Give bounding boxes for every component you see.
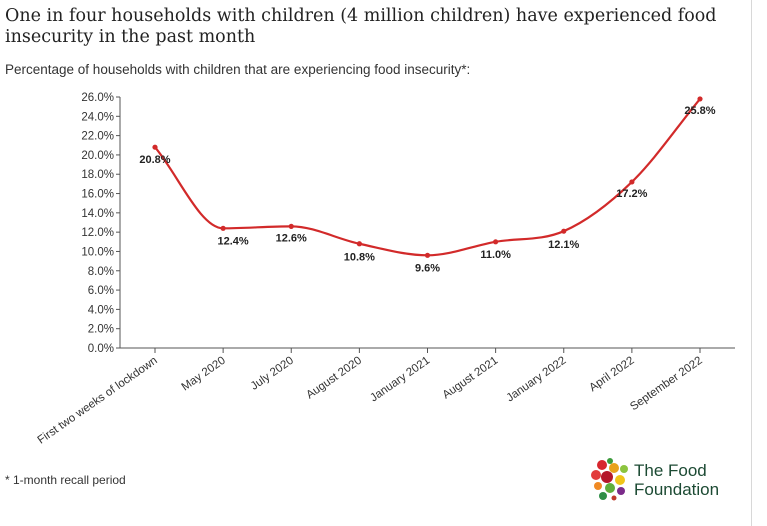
y-tick-label: 10.0% <box>81 246 114 258</box>
x-tick-label: July 2020 <box>249 355 296 393</box>
data-label: 25.8% <box>684 105 715 117</box>
series-line <box>154 98 701 257</box>
food-foundation-logo: The Food Foundation <box>588 455 748 505</box>
x-tick-label: January 2022 <box>504 355 568 405</box>
data-label: 12.6% <box>276 232 307 244</box>
fruit-veg-dots-icon <box>591 458 628 501</box>
x-tick-label: September 2022 <box>628 355 705 414</box>
y-tick-label: 14.0% <box>81 208 114 220</box>
y-tick-label: 18.0% <box>81 169 114 181</box>
x-tick-label: May 2020 <box>180 355 228 394</box>
y-tick-label: 8.0% <box>88 266 114 278</box>
logo-text: The Food Foundation <box>634 461 719 499</box>
chart-subtitle: Percentage of households with children t… <box>5 62 471 77</box>
data-label: 11.0% <box>480 249 511 261</box>
data-point <box>288 223 294 229</box>
chart-title: One in four households with children (4 … <box>5 6 717 47</box>
x-tick-label: April 2022 <box>587 355 636 395</box>
y-tick-label: 16.0% <box>81 189 114 201</box>
data-label: 10.8% <box>344 252 375 264</box>
x-tick-label: First two weeks of lockdown <box>36 355 160 447</box>
x-tick-label: August 2020 <box>304 355 364 402</box>
data-point <box>356 241 362 247</box>
y-tick-label: 2.0% <box>88 324 114 336</box>
y-tick-label: 12.0% <box>81 227 114 239</box>
data-point <box>697 96 703 102</box>
data-label: 17.2% <box>616 188 647 200</box>
data-point <box>493 239 499 245</box>
y-tick-label: 6.0% <box>88 285 114 297</box>
x-tick-label: January 2021 <box>368 355 432 405</box>
data-label: 20.8% <box>139 154 170 166</box>
x-tick-label: August 2021 <box>441 355 501 402</box>
logo-line-2: Foundation <box>634 480 720 499</box>
data-label: 12.1% <box>548 239 579 251</box>
data-point <box>152 144 158 150</box>
data-label: 12.4% <box>218 235 249 247</box>
y-tick-label: 24.0% <box>81 111 114 123</box>
y-tick-label: 0.0% <box>88 343 114 355</box>
data-point <box>561 228 567 234</box>
y-tick-label: 26.0% <box>81 92 114 104</box>
data-label: 9.6% <box>415 262 440 274</box>
data-point <box>424 252 431 258</box>
logo-line-1: The Food <box>634 461 707 480</box>
data-point <box>629 179 635 185</box>
y-tick-label: 22.0% <box>81 131 114 143</box>
data-point <box>220 225 226 231</box>
line-chart: 0.0% 2.0% 4.0% 6.0% 8.0% 10.0% 12.0% 14.0% 16.0%… <box>36 92 735 447</box>
y-tick-label: 20.0% <box>81 150 114 162</box>
y-tick-label: 4.0% <box>88 304 114 316</box>
footnote: * 1-month recall period <box>5 473 126 487</box>
